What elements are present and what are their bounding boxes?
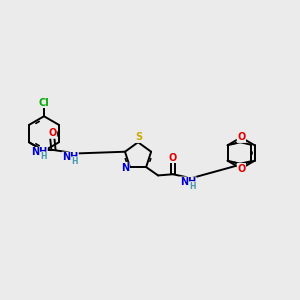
Text: Cl: Cl: [39, 98, 50, 107]
Text: S: S: [135, 133, 142, 142]
Text: H: H: [189, 182, 196, 191]
Text: NH: NH: [180, 177, 196, 187]
Text: O: O: [237, 164, 245, 173]
Text: NH: NH: [62, 152, 78, 162]
Text: H: H: [71, 157, 78, 166]
Text: N: N: [121, 163, 129, 173]
Text: NH: NH: [31, 147, 47, 158]
Text: O: O: [48, 128, 56, 138]
Text: O: O: [169, 152, 177, 163]
Text: O: O: [237, 133, 245, 142]
Text: H: H: [40, 152, 47, 161]
